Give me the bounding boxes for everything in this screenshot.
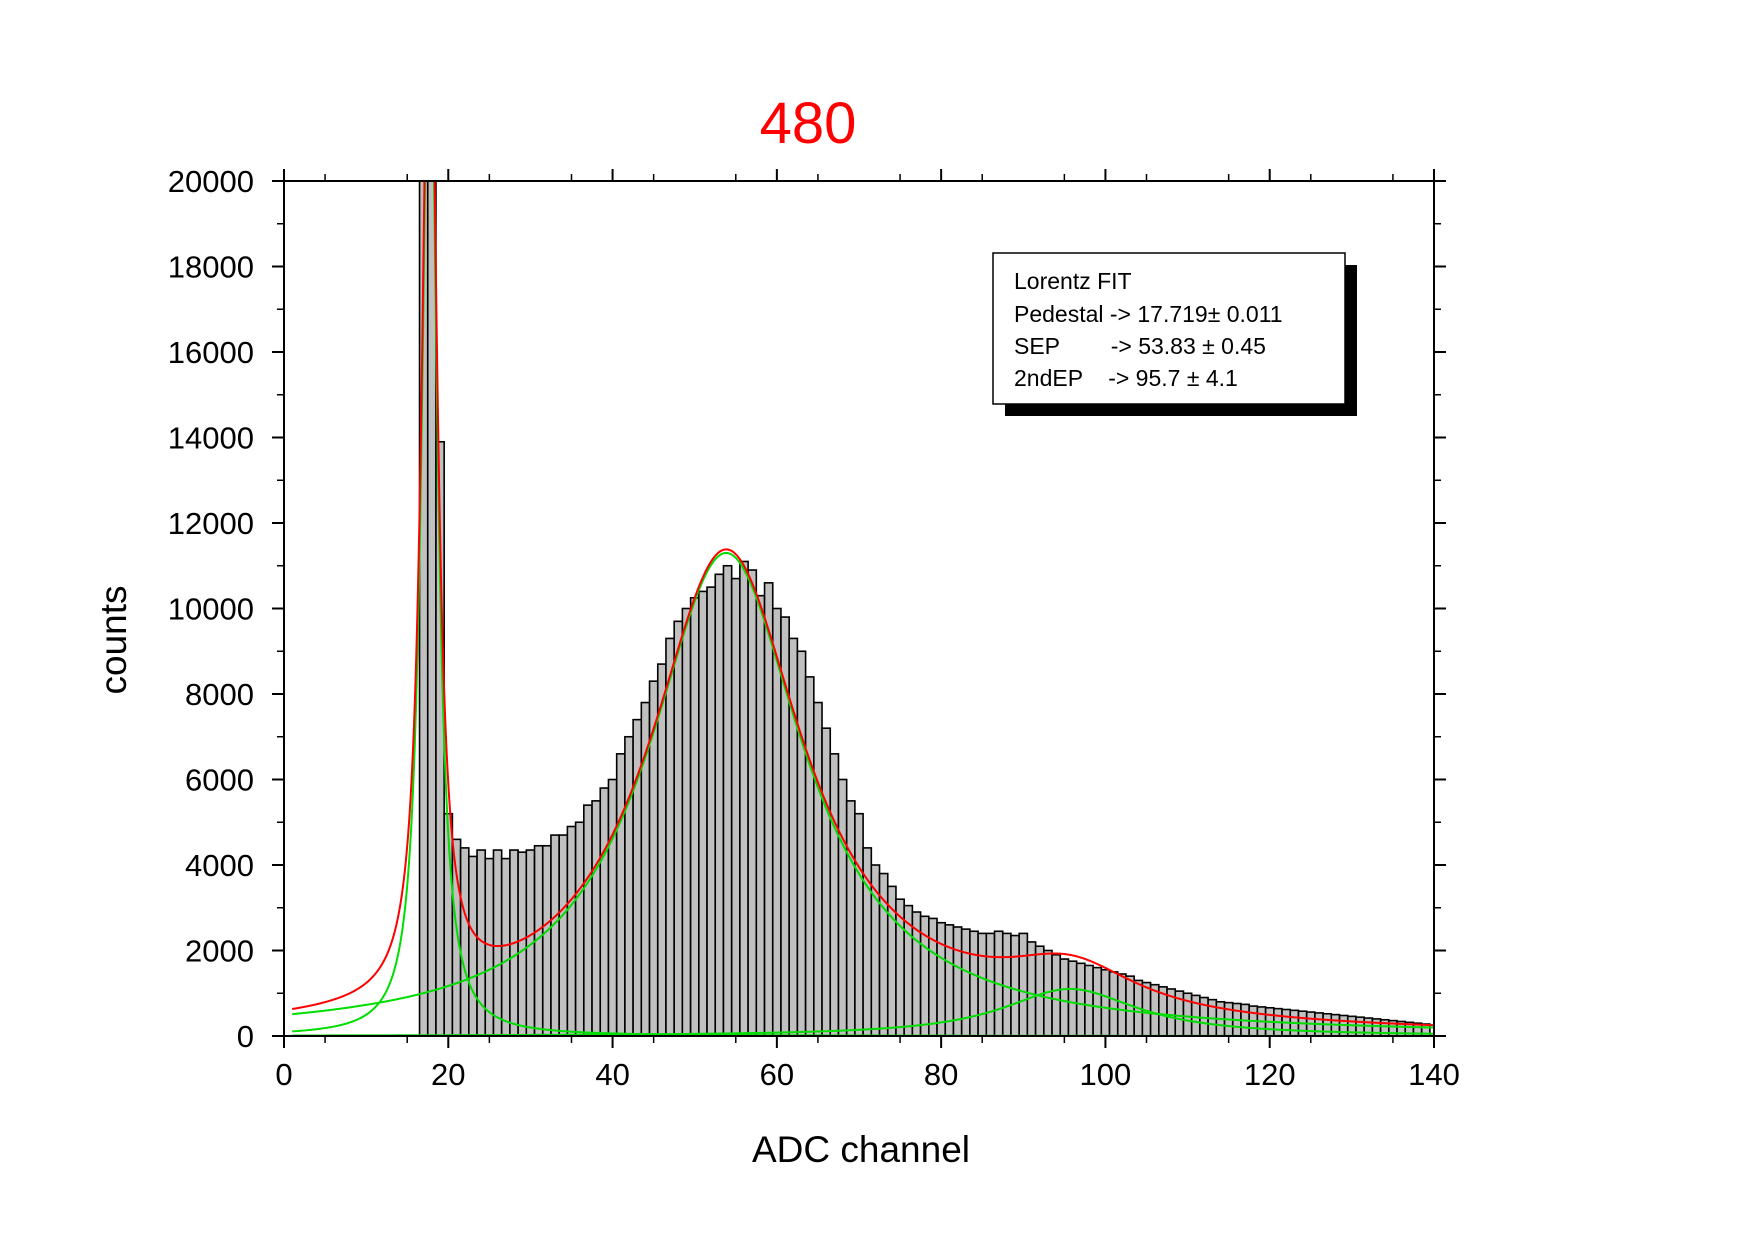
histogram-bar bbox=[426, 181, 437, 1036]
histogram-bar bbox=[656, 663, 667, 1036]
histogram-bar bbox=[599, 787, 610, 1036]
fit-component-sep bbox=[292, 551, 1434, 1029]
axes: 0 20 40 60 80 100 120 140 0 2000 4000 6000 8000 10000… bbox=[168, 164, 1460, 1092]
histogram-bar bbox=[985, 932, 996, 1036]
y-tick-label: 16000 bbox=[168, 335, 254, 370]
y-tick-label: 18000 bbox=[168, 250, 254, 285]
histogram-bar bbox=[1116, 973, 1127, 1036]
histogram-bar bbox=[928, 917, 938, 1036]
histogram-bar bbox=[755, 594, 766, 1036]
histogram-bar bbox=[854, 812, 864, 1036]
chart-title: 480 bbox=[760, 91, 857, 156]
y-tick-label: 14000 bbox=[168, 421, 254, 456]
legend-frame bbox=[992, 252, 1346, 405]
y-tick-label: 10000 bbox=[168, 592, 254, 627]
histogram-bar bbox=[492, 849, 503, 1036]
legend-line-2ndep: 2ndEP -> 95.7 ± 4.1 bbox=[1014, 365, 1238, 391]
histogram-bar bbox=[714, 573, 725, 1036]
y-tick-label: 12000 bbox=[168, 506, 254, 541]
histogram-bar bbox=[673, 620, 684, 1036]
y-tick-label: 6000 bbox=[185, 763, 254, 798]
histogram-bar bbox=[813, 701, 823, 1036]
histogram-bar bbox=[977, 932, 988, 1036]
histogram-bar bbox=[1059, 958, 1070, 1036]
histogram-bar bbox=[1067, 960, 1078, 1036]
histogram-bar bbox=[1051, 953, 1062, 1036]
histogram-bar bbox=[837, 778, 848, 1036]
histogram-bar bbox=[1108, 971, 1119, 1036]
histogram-bar bbox=[829, 753, 840, 1036]
histogram-bar bbox=[1100, 968, 1111, 1036]
y-tick-label: 0 bbox=[237, 1019, 254, 1054]
x-axis-title: ADC channel bbox=[752, 1129, 970, 1170]
histogram-bar bbox=[468, 855, 478, 1036]
histogram-bar bbox=[681, 607, 692, 1036]
histogram-bar bbox=[500, 857, 511, 1036]
histogram-bar bbox=[747, 569, 758, 1036]
x-tick-label: 0 bbox=[275, 1057, 292, 1092]
histogram-bar bbox=[698, 590, 708, 1036]
histogram-bar bbox=[706, 586, 717, 1036]
histogram-bar bbox=[566, 825, 577, 1036]
x-tick-label: 40 bbox=[595, 1057, 629, 1092]
histogram-bar bbox=[689, 597, 700, 1036]
histogram-bar bbox=[665, 637, 675, 1036]
histogram-bar bbox=[804, 676, 815, 1036]
histogram-bar bbox=[936, 921, 947, 1036]
x-tick-label: 60 bbox=[760, 1057, 794, 1092]
histogram-bar bbox=[459, 847, 470, 1036]
histogram-bar bbox=[821, 727, 832, 1036]
fit-total-curve bbox=[292, 181, 1434, 1027]
histogram-bar bbox=[1034, 945, 1045, 1036]
x-tick-label: 80 bbox=[924, 1057, 958, 1092]
histogram-bar bbox=[960, 928, 971, 1036]
legend-line-title: Lorentz FIT bbox=[1014, 268, 1132, 294]
histogram-bar bbox=[845, 800, 856, 1036]
histogram-bar bbox=[574, 821, 585, 1036]
y-tick-label: 2000 bbox=[185, 934, 254, 969]
histogram-bar bbox=[739, 560, 749, 1036]
histogram-bar bbox=[730, 577, 741, 1036]
x-tick-label: 100 bbox=[1080, 1057, 1132, 1092]
legend-box: Lorentz FIT Pedestal -> 17.719± 0.011 SE… bbox=[992, 252, 1357, 416]
histogram-bar bbox=[944, 924, 955, 1036]
histogram-bar bbox=[591, 800, 602, 1036]
histogram-bar bbox=[624, 735, 634, 1036]
histogram-bar bbox=[1001, 932, 1012, 1036]
histogram-bar bbox=[796, 650, 807, 1036]
x-tick-label: 20 bbox=[431, 1057, 465, 1092]
histogram-bar bbox=[722, 564, 733, 1036]
histogram-bar bbox=[541, 844, 552, 1036]
histogram-bar bbox=[1075, 962, 1086, 1036]
histogram-bar bbox=[558, 834, 569, 1036]
histogram-bar bbox=[550, 834, 560, 1036]
histogram-bar bbox=[763, 582, 774, 1036]
y-axis-title: counts bbox=[93, 585, 134, 694]
histogram-bar bbox=[969, 930, 979, 1036]
legend-line-sep: SEP -> 53.83 ± 0.45 bbox=[1014, 333, 1266, 359]
histogram-bar bbox=[1010, 934, 1020, 1036]
x-tick-label: 140 bbox=[1408, 1057, 1460, 1092]
x-tick-label: 120 bbox=[1244, 1057, 1296, 1092]
y-tick-label: 4000 bbox=[185, 848, 254, 883]
histogram-bar bbox=[517, 851, 528, 1036]
histogram-bar bbox=[1084, 964, 1094, 1036]
histogram-bar bbox=[583, 804, 593, 1036]
histogram-bar bbox=[607, 778, 618, 1036]
histogram-bar bbox=[1018, 932, 1029, 1036]
y-tick-label: 20000 bbox=[168, 164, 254, 199]
legend-line-pedestal: Pedestal -> 17.719± 0.011 bbox=[1014, 301, 1283, 327]
histogram-bar bbox=[1092, 966, 1103, 1036]
y-tick-label: 8000 bbox=[185, 677, 254, 712]
histogram-bar bbox=[615, 753, 626, 1036]
